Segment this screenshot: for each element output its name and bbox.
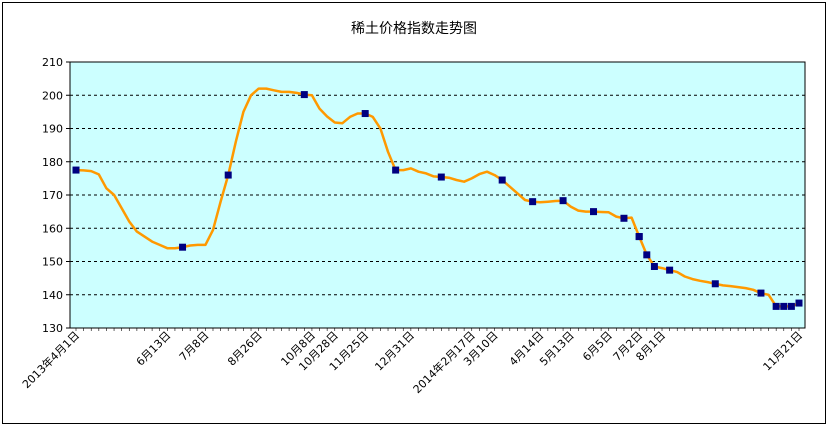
x-tick-label: 6月13日 xyxy=(134,329,174,369)
data-point-marker xyxy=(437,173,445,181)
data-point-marker xyxy=(772,302,780,310)
data-point-marker xyxy=(643,251,651,259)
x-tick-label: 8月26日 xyxy=(225,329,265,369)
data-point-marker xyxy=(620,214,628,222)
y-tick-label: 200 xyxy=(42,89,63,102)
data-point-marker xyxy=(392,166,400,174)
data-point-marker xyxy=(757,289,765,297)
x-tick-label: 5月13日 xyxy=(537,329,577,369)
data-point-marker xyxy=(780,302,788,310)
y-tick-label: 150 xyxy=(42,256,63,269)
data-point-marker xyxy=(666,266,674,274)
y-tick-label: 160 xyxy=(42,222,63,235)
series-line xyxy=(75,87,800,308)
y-tick-label: 170 xyxy=(42,189,63,202)
data-point-marker xyxy=(361,110,369,118)
x-tick-label: 7月8日 xyxy=(177,329,212,364)
x-tick-label: 6月5日 xyxy=(580,329,615,364)
data-point-marker xyxy=(650,262,658,270)
chart-title: 稀土价格指数走势图 xyxy=(351,21,477,37)
data-point-marker xyxy=(300,91,308,99)
y-tick-label: 130 xyxy=(42,322,63,335)
data-point-marker xyxy=(72,166,80,174)
y-tick-label: 180 xyxy=(42,156,63,169)
data-point-marker xyxy=(498,176,506,184)
data-point-marker xyxy=(635,233,643,241)
data-point-marker xyxy=(711,280,719,288)
y-tick-label: 190 xyxy=(42,123,63,136)
data-point-marker xyxy=(787,302,795,310)
data-point-marker xyxy=(179,243,187,251)
y-tick-label: 210 xyxy=(42,56,63,69)
x-tick-label: 2013年4月1日 xyxy=(19,328,82,391)
data-point-marker xyxy=(224,171,232,179)
x-tick-label: 12月31日 xyxy=(372,329,417,374)
x-tick-label: 11月21日 xyxy=(761,329,806,374)
data-point-marker xyxy=(590,208,598,216)
data-point-marker xyxy=(795,299,803,307)
y-tick-label: 140 xyxy=(42,289,63,302)
data-point-marker xyxy=(559,197,567,205)
data-point-marker xyxy=(529,198,537,206)
